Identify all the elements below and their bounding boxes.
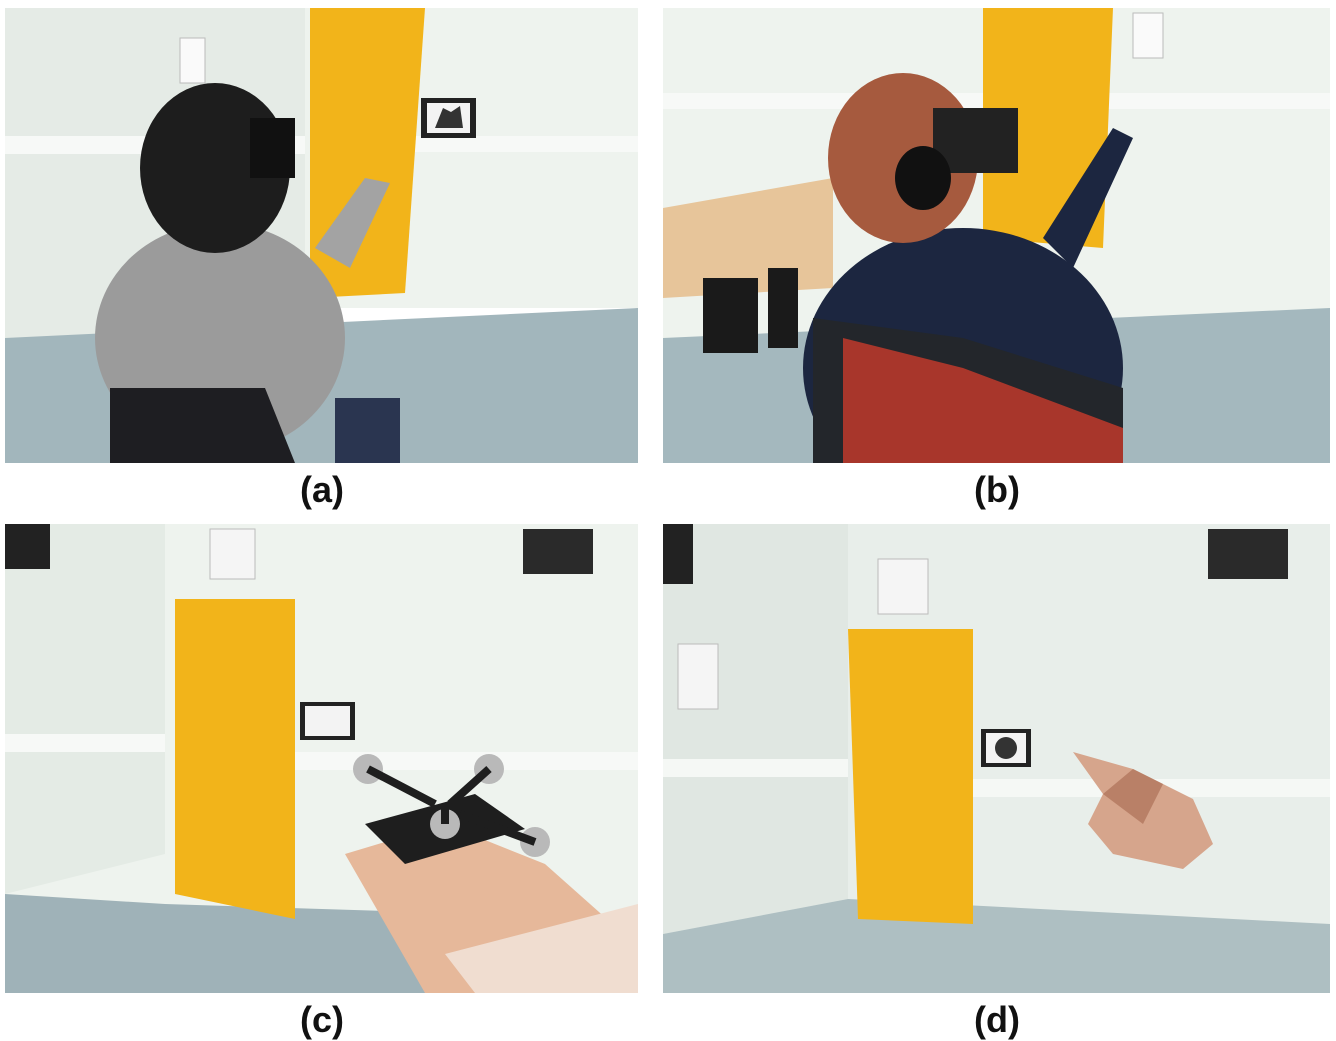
caption-c: (c) bbox=[300, 999, 344, 1040]
chair-a bbox=[110, 388, 295, 463]
photo-a-scene bbox=[5, 8, 638, 463]
photo-d-scene bbox=[663, 524, 1330, 993]
photo-panel-b bbox=[663, 8, 1330, 463]
caption-a: (a) bbox=[300, 469, 344, 510]
vr-headset-a bbox=[250, 118, 295, 178]
photo-panel-d bbox=[663, 524, 1330, 993]
caption-d: (d) bbox=[974, 999, 1020, 1040]
wall-screen-c bbox=[523, 529, 593, 574]
photo-b-scene bbox=[663, 8, 1330, 463]
photo-c-scene bbox=[5, 524, 638, 993]
door-d bbox=[848, 629, 973, 924]
photo-panel-c bbox=[5, 524, 638, 993]
wall-screen-d bbox=[1208, 529, 1288, 579]
photo-panel-a bbox=[5, 8, 638, 463]
caption-b: (b) bbox=[974, 469, 1020, 510]
door-c bbox=[175, 599, 295, 919]
